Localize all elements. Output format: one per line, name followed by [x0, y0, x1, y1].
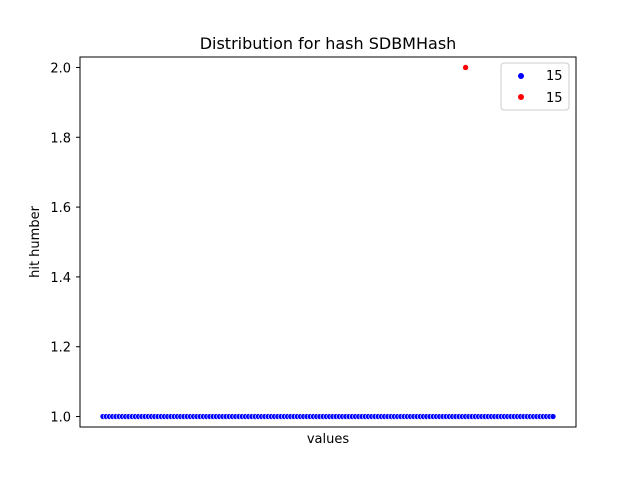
legend-label-blue: 15 [546, 69, 563, 84]
legend-marker-red [518, 94, 524, 100]
y-tick-label: 1.0 [50, 411, 71, 426]
y-axis: 1.0 1.2 1.4 1.6 1.8 2.0 [50, 61, 80, 426]
y-tick-label: 1.2 [50, 341, 71, 356]
data-point-blue [549, 413, 557, 420]
chart-title: Distribution for hash SDBMHash [200, 34, 457, 53]
x-axis-label: values [307, 432, 350, 447]
y-tick-label: 1.4 [50, 271, 71, 286]
legend-box [500, 62, 570, 111]
y-axis-label: hit humber [28, 205, 43, 277]
plot-area [79, 56, 577, 428]
legend-label-red: 15 [546, 91, 563, 106]
data-point-red [462, 64, 469, 71]
data-points [99, 64, 557, 420]
legend: 15 15 [500, 62, 570, 111]
y-tick-label: 2.0 [50, 61, 71, 76]
legend-marker-blue [518, 73, 524, 79]
y-tick-label: 1.8 [50, 131, 71, 146]
y-tick-label: 1.6 [50, 201, 71, 216]
